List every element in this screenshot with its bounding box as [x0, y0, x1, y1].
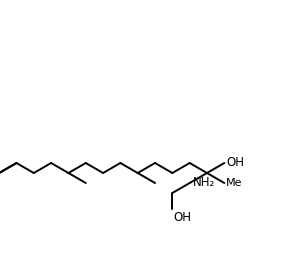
Text: OH: OH	[173, 211, 191, 224]
Text: Me: Me	[226, 178, 243, 188]
Text: NH₂: NH₂	[193, 176, 215, 188]
Text: OH: OH	[226, 155, 244, 168]
